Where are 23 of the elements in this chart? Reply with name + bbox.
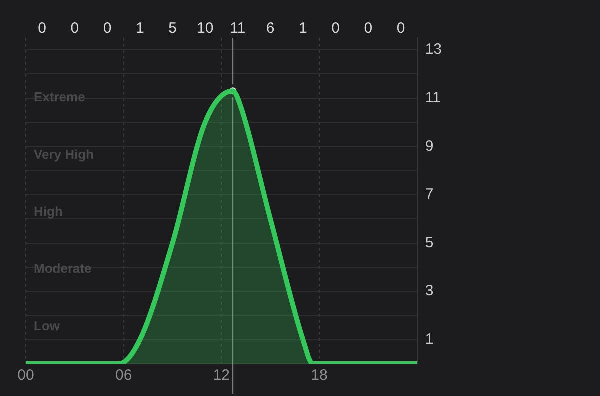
y-tick-label: 13: [425, 41, 442, 58]
y-tick-label: 7: [425, 186, 434, 204]
text: 5: [168, 20, 177, 38]
text: 1: [136, 20, 144, 38]
text: 0: [332, 20, 340, 38]
x-tick-label: 00: [18, 367, 34, 384]
x-tick-label: 06: [115, 367, 132, 384]
text: 0: [70, 20, 80, 38]
y-tick-label: 9: [425, 138, 434, 155]
text: 11: [230, 20, 246, 38]
text: 1: [299, 20, 308, 38]
y-tick-label: 11: [425, 90, 441, 107]
text: 0: [38, 20, 46, 38]
text: 0: [396, 20, 406, 38]
x-tick-label: 12: [213, 367, 230, 384]
y-tick-label: 1: [425, 330, 434, 348]
y-tick-label: 5: [425, 234, 434, 252]
text: 10: [197, 20, 214, 38]
text: 6: [266, 20, 275, 38]
text: 0: [103, 20, 112, 38]
x-tick-label: 18: [311, 367, 328, 384]
text: 0: [364, 20, 373, 38]
y-tick-label: 3: [425, 282, 434, 300]
